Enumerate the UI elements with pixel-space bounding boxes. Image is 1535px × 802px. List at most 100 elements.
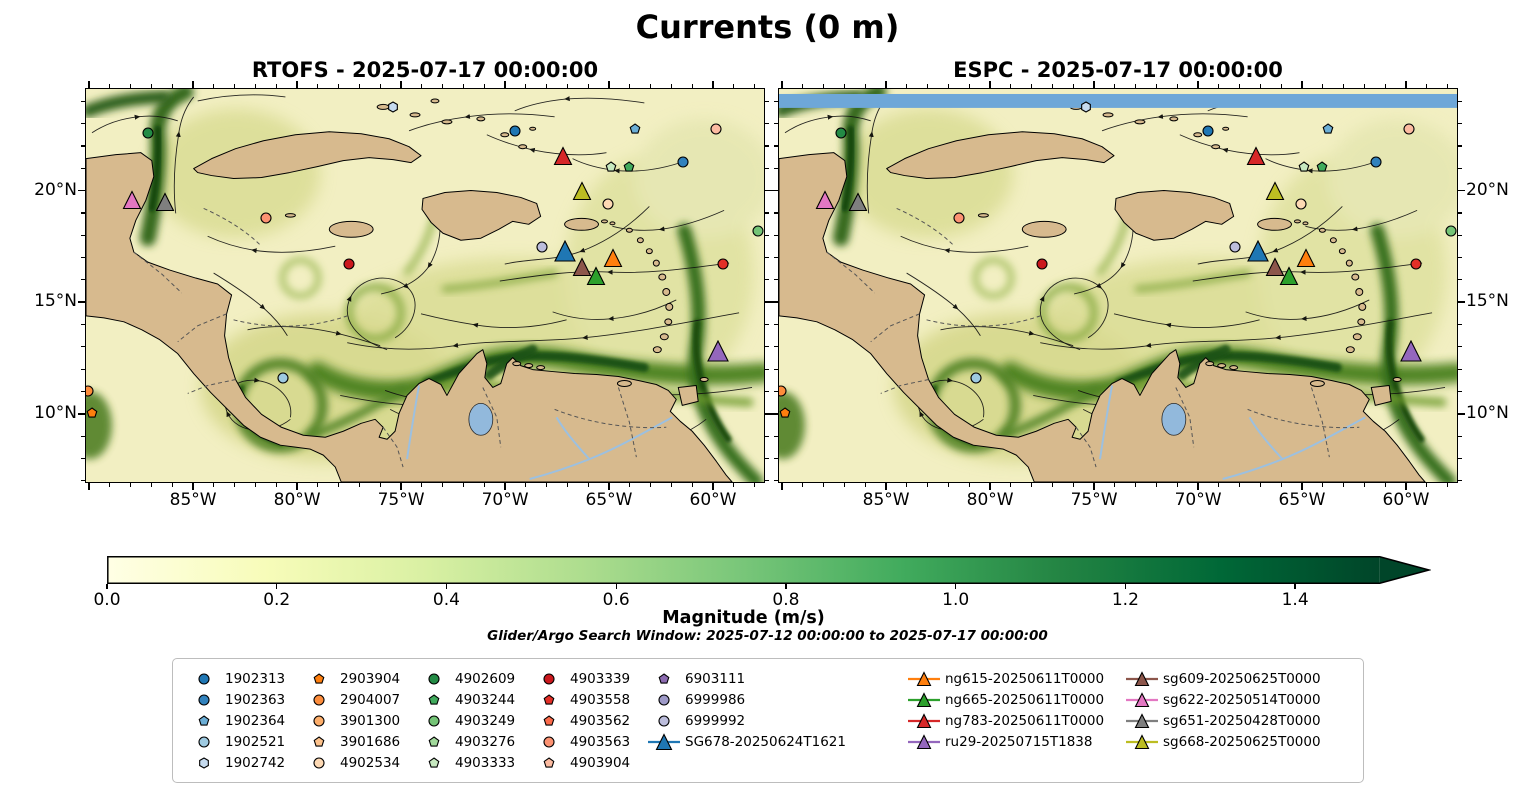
legend-item: 1902363 bbox=[187, 689, 302, 710]
lon-tick-label: 65°W bbox=[1278, 490, 1326, 510]
platform-marker-4903339 bbox=[343, 258, 355, 270]
lat-tick-label: 15°N bbox=[1466, 291, 1509, 312]
lat-tick bbox=[771, 413, 778, 415]
lon-tick bbox=[1010, 84, 1012, 88]
lon-tick bbox=[566, 84, 568, 88]
platform-marker-4903563 bbox=[260, 212, 272, 224]
lat-tick bbox=[774, 435, 778, 437]
platform-marker-4902534 bbox=[1295, 198, 1308, 211]
lat-tick bbox=[81, 167, 85, 169]
lon-tick bbox=[670, 84, 672, 88]
lat-tick bbox=[765, 457, 769, 459]
lat-tick bbox=[78, 301, 85, 304]
lat-tick bbox=[81, 257, 85, 259]
legend-marker-circle bbox=[647, 713, 681, 729]
lon-tick bbox=[1093, 81, 1095, 88]
platform-marker-1902313 bbox=[509, 125, 521, 137]
legend-item: 1902742 bbox=[187, 752, 302, 773]
platform-marker-4902609 bbox=[835, 127, 847, 139]
lon-tick bbox=[1010, 483, 1012, 487]
lat-tick bbox=[765, 390, 769, 393]
legend-item-label: 4903339 bbox=[570, 670, 631, 687]
lon-tick bbox=[781, 81, 783, 88]
lat-tick bbox=[1458, 123, 1462, 125]
platform-marker-ng615 bbox=[1296, 248, 1316, 267]
lon-tick bbox=[546, 483, 548, 487]
lon-tick-label: 65°W bbox=[585, 490, 633, 510]
legend-item-label: 4903244 bbox=[455, 691, 516, 708]
legend-column: ng615-20250611T0000 ng665-20250611T0000 ng… bbox=[907, 668, 1113, 752]
lon-tick-label: 60°W bbox=[1382, 490, 1430, 510]
legend-item-label: 1902313 bbox=[225, 670, 286, 687]
lon-tick bbox=[989, 81, 991, 88]
rtofs-marker-layer bbox=[86, 89, 764, 482]
lat-tick bbox=[765, 212, 769, 214]
lon-tick bbox=[566, 483, 568, 487]
legend-marker-triangle bbox=[907, 733, 941, 751]
lon-tick-label: 80°W bbox=[966, 490, 1014, 510]
legend-item-label: sg651-20250428T0000 bbox=[1163, 712, 1321, 729]
lon-tick bbox=[192, 81, 194, 88]
lon-tick bbox=[906, 84, 908, 88]
legend-item: 1902364 bbox=[187, 710, 302, 731]
platform-marker-ng783 bbox=[1246, 145, 1266, 165]
legend-marker-triangle bbox=[1125, 712, 1159, 730]
legend-marker-pentagon bbox=[302, 671, 336, 687]
platform-marker-1902521 bbox=[970, 372, 982, 384]
legend-marker-pentagon bbox=[187, 713, 221, 729]
lon-tick bbox=[213, 84, 215, 88]
lon-tick bbox=[317, 84, 319, 88]
lon-tick bbox=[338, 483, 340, 487]
lat-tick bbox=[1458, 212, 1462, 214]
legend-item: 3901300 bbox=[302, 710, 417, 731]
legend-item-label: 4903276 bbox=[455, 733, 516, 750]
platform-marker-1902742 bbox=[387, 101, 399, 113]
lat-tick bbox=[765, 480, 769, 482]
lon-tick bbox=[1114, 84, 1116, 88]
lat-tick bbox=[765, 123, 769, 125]
lon-tick bbox=[1343, 483, 1345, 487]
lon-tick bbox=[1259, 84, 1261, 88]
legend-marker-triangle bbox=[1125, 691, 1159, 709]
lon-tick bbox=[1135, 84, 1137, 88]
colorbar-tick-label: 1.0 bbox=[942, 590, 970, 610]
panel-title-rtofs: RTOFS - 2025-07-17 00:00:00 bbox=[251, 58, 599, 82]
lat-tick bbox=[765, 189, 772, 192]
lat-tick bbox=[774, 257, 778, 259]
legend-column: sg609-20250625T0000 sg622-20250514T0000 sg… bbox=[1125, 668, 1331, 752]
lon-tick bbox=[296, 483, 298, 490]
lon-tick bbox=[864, 84, 866, 88]
lon-tick bbox=[1343, 84, 1345, 88]
platform-marker-ru29 bbox=[707, 339, 730, 362]
lon-tick bbox=[234, 84, 236, 88]
lon-tick-label: 80°W bbox=[273, 490, 321, 510]
lat-tick bbox=[81, 457, 85, 459]
lon-tick bbox=[1072, 84, 1074, 88]
lat-tick bbox=[81, 368, 85, 370]
lon-tick-label: 70°W bbox=[1174, 490, 1222, 510]
lon-tick bbox=[712, 483, 714, 490]
legend-column: 1902313 1902363 1902364 1902521 1902742 bbox=[187, 668, 302, 773]
lon-tick bbox=[421, 84, 423, 88]
lat-tick bbox=[81, 123, 85, 125]
lon-tick bbox=[608, 483, 610, 490]
panel-title-espc: ESPC - 2025-07-17 00:00:00 bbox=[953, 58, 1283, 82]
platform-marker-2903904 bbox=[779, 407, 791, 419]
lon-tick bbox=[254, 84, 257, 88]
lon-tick bbox=[864, 483, 866, 487]
lon-tick-label: 75°W bbox=[377, 490, 425, 510]
lon-tick bbox=[1155, 84, 1157, 88]
lat-tick-label: 10°N bbox=[34, 402, 77, 423]
espc-missing-data-band bbox=[779, 93, 1457, 108]
colorbar-tick-label: 0.0 bbox=[93, 590, 121, 610]
legend-item-label: 1902363 bbox=[225, 691, 286, 708]
legend-marker-pentagon bbox=[532, 713, 566, 729]
platform-marker-sg609 bbox=[572, 256, 591, 276]
legend-marker-hexagon bbox=[187, 755, 221, 771]
lat-tick-label: 20°N bbox=[34, 179, 77, 200]
legend-marker-circle bbox=[532, 671, 566, 687]
legend-marker-circle bbox=[532, 734, 566, 750]
lat-tick-label: 10°N bbox=[1466, 402, 1509, 423]
lon-tick bbox=[1218, 483, 1220, 487]
lon-tick bbox=[1405, 483, 1407, 490]
